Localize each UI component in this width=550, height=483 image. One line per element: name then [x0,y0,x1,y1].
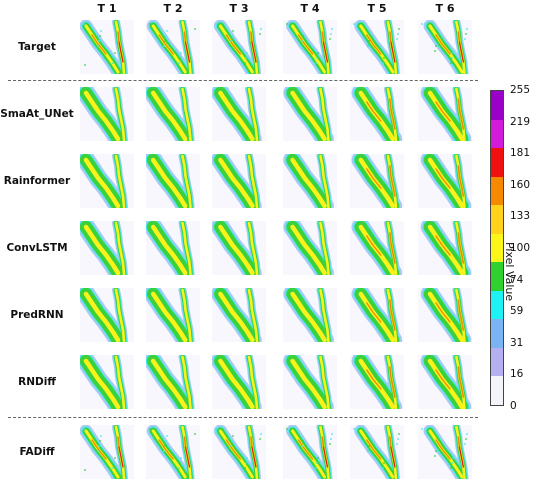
radar-frame [146,425,200,479]
radar-frame [283,288,337,342]
colorbar-tick-label: 255 [510,84,531,96]
radar-frame [418,425,472,479]
row-label: ConvLSTM [6,242,68,254]
row-label: Target [18,41,56,53]
colorbar-segment [491,148,503,178]
radar-frame [350,87,404,141]
radar-frame [418,288,472,342]
column-header: T 1 [97,2,117,15]
radar-frame [418,87,472,141]
colorbar-segment [491,205,503,235]
radar-frame [146,20,200,74]
radar-frame [80,288,134,342]
column-header: T 4 [300,2,320,15]
colorbar-tick-label: 16 [510,368,524,381]
colorbar-tick-label: 181 [510,147,531,160]
radar-frame [283,87,337,141]
radar-frame [283,154,337,208]
radar-frame [146,87,200,141]
row-label: FADiff [19,446,55,458]
colorbar-tick-label: 160 [510,178,531,191]
colorbar-tick-label: 74 [510,273,524,286]
radar-frame [350,355,404,409]
separator-line [8,80,478,81]
column-header: T 2 [163,2,183,15]
radar-frame [283,355,337,409]
colorbar [490,90,504,406]
radar-frame [212,87,266,141]
radar-frame [80,154,134,208]
radar-frame [80,221,134,275]
radar-frame [350,425,404,479]
colorbar-segment [491,347,503,377]
radar-frame [146,221,200,275]
column-header: T 6 [435,2,455,15]
colorbar-title: Pixel Value [503,242,516,302]
colorbar-segment [491,176,503,206]
separator-line [8,417,478,418]
colorbar-segment [491,119,503,149]
colorbar-tick-label: 133 [510,210,531,223]
radar-frame [283,20,337,74]
colorbar-segment [491,290,503,320]
radar-frame [283,425,337,479]
radar-frame [418,20,472,74]
radar-frame [418,355,472,409]
radar-frame [212,355,266,409]
radar-frame [212,288,266,342]
radar-frame [418,154,472,208]
colorbar-tick-label: 100 [510,242,531,254]
row-label: Rainformer [3,175,71,187]
colorbar-tick-label: 59 [510,305,524,318]
radar-frame [350,221,404,275]
radar-frame [212,154,266,208]
radar-frame [146,154,200,208]
colorbar-segment [491,319,503,349]
colorbar-segment [491,233,503,263]
row-label: PredRNN [10,309,64,321]
radar-frame [350,288,404,342]
colorbar-tick-label: 31 [510,336,524,349]
radar-frame [80,355,134,409]
radar-frame [283,221,337,275]
column-header: T 5 [367,2,387,15]
radar-frame [80,87,134,141]
radar-frame [212,425,266,479]
radar-frame [418,221,472,275]
radar-frame [80,425,134,479]
colorbar-tick-label: 219 [510,115,531,128]
radar-frame [350,20,404,74]
radar-frame [80,20,134,74]
radar-frame [212,221,266,275]
column-header: T 3 [229,2,249,15]
row-label: RNDiff [18,376,56,388]
radar-frame [212,20,266,74]
colorbar-segment [491,91,503,121]
colorbar-segment [491,262,503,292]
colorbar-tick-label: 0 [510,400,517,412]
radar-frame [146,355,200,409]
radar-frame [146,288,200,342]
colorbar-segment [491,376,503,406]
radar-frame [350,154,404,208]
row-label: SmaAt_UNet [0,108,74,120]
